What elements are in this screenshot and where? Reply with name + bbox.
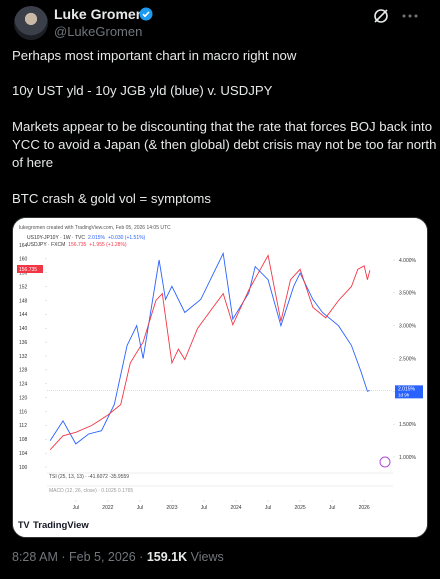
tweet-line: 10y UST yld - 10y JGB yld (blue) v. USDJ… [12, 83, 273, 98]
x-tick-label: 2024 [230, 505, 241, 511]
y-tick-label: 128 [19, 368, 28, 374]
series-line [49, 251, 371, 445]
x-tick-label: Jul [73, 505, 79, 511]
y-tick-label: 104 [19, 451, 28, 457]
legend-value: 156.735 [68, 242, 86, 248]
y2-tick-label: 3.500% [399, 291, 417, 297]
y2-tick-label: 1.000% [399, 455, 417, 461]
x-tick-label: 2022 [102, 505, 113, 511]
legend-change: +1.955 (+1.28%) [89, 242, 127, 248]
tweet-line: Markets appear to be discounting that th… [12, 119, 433, 134]
y-tick-label: 124 [19, 382, 28, 388]
y-tick-label: 156 [19, 271, 28, 277]
author-handle[interactable]: @LukeGromen [54, 24, 143, 39]
y-tick-label: 136 [19, 340, 28, 346]
y-tick-label: 160 [19, 257, 28, 263]
chart-bg [13, 218, 427, 537]
y-tick-label: 100 [19, 465, 28, 471]
logo: TradingView [33, 520, 89, 531]
grok-icon[interactable] [371, 6, 391, 26]
y-tick-label: 132 [19, 354, 28, 360]
y-tick-label: 164 [19, 243, 28, 249]
verified-badge [139, 7, 153, 21]
spread-label-box [395, 385, 423, 399]
y-tick-label: 108 [19, 437, 28, 443]
x-tick-label: Jul [137, 505, 143, 511]
y-tick-label: 148 [19, 298, 28, 304]
time: 8:28 AM [12, 550, 58, 564]
x-tick-label: 2026 [359, 505, 370, 511]
y2-tick-label: 3.000% [399, 323, 417, 329]
price-label: 156.735 [19, 267, 37, 273]
tweet-line: Perhaps most important chart in macro ri… [12, 48, 297, 63]
chart-header: lukegromen created with TradingView.com,… [19, 225, 171, 231]
y-tick-label: 112 [19, 423, 27, 429]
y-tick-label: 120 [19, 395, 28, 401]
views-label: Views [190, 550, 224, 564]
macd-label: MACD (12, 26, close) · 0.1025 0.1765 [49, 488, 133, 494]
tweet-line: BTC crash & gold vol = symptoms [12, 191, 211, 206]
alert-icon[interactable] [379, 456, 391, 468]
x-tick-label: 2025 [295, 505, 306, 511]
author-name[interactable]: Luke Gromen [54, 6, 145, 22]
tsi-label: TSI (25, 13, 13) · -41.6072 -35.9559 [49, 474, 129, 480]
y-tick-label: 140 [19, 326, 28, 332]
tweet-footer: 8:28 AM · Feb 5, 2026 · 159.1K Views [12, 550, 224, 564]
legend-name: US10Y-JP10Y · 1W · TVC [27, 235, 85, 241]
tweet-line: of here [12, 155, 54, 170]
x-tick-label: Jul [201, 505, 207, 511]
countdown: 1d 9h [398, 392, 410, 397]
y-tick-label: 144 [19, 312, 28, 318]
chart-image[interactable]: lukegromen created with TradingView.com,… [12, 217, 428, 538]
y2-tick-label: 2.500% [399, 356, 417, 362]
y-tick-label: 116 [19, 409, 27, 415]
spread-label: 2.015% [398, 386, 416, 392]
y2-tick-label: 1.500% [399, 422, 417, 428]
series-line [49, 254, 371, 451]
legend-entry: USDJPY · FXCM 156.735 +1.955 (+1.28%) [27, 242, 127, 248]
views: 159.1K [146, 550, 188, 564]
tradingview-chart: lukegromen created with TradingView.com,… [13, 218, 427, 537]
y-tick-label: 152 [19, 284, 28, 290]
logo-mark: TV [18, 520, 30, 530]
price-label-box [17, 265, 43, 273]
tweet-line: YCC to avoid a Japan (& then global) deb… [12, 137, 437, 152]
more-icon[interactable] [400, 6, 420, 26]
x-tick-label: Jul [329, 505, 335, 511]
legend-change: +0.030 (+1.51%) [108, 235, 146, 241]
avatar[interactable] [14, 6, 48, 40]
x-tick-label: Jul [265, 505, 271, 511]
legend-entry: US10Y-JP10Y · 1W · TVC 2.015% +0.030 (+1.5… [27, 235, 146, 241]
date: Feb 5, 2026 [68, 550, 136, 564]
x-tick-label: 2023 [166, 505, 177, 511]
legend-value: 2.015% [88, 235, 106, 241]
y2-tick-label: 4.000% [399, 258, 417, 264]
